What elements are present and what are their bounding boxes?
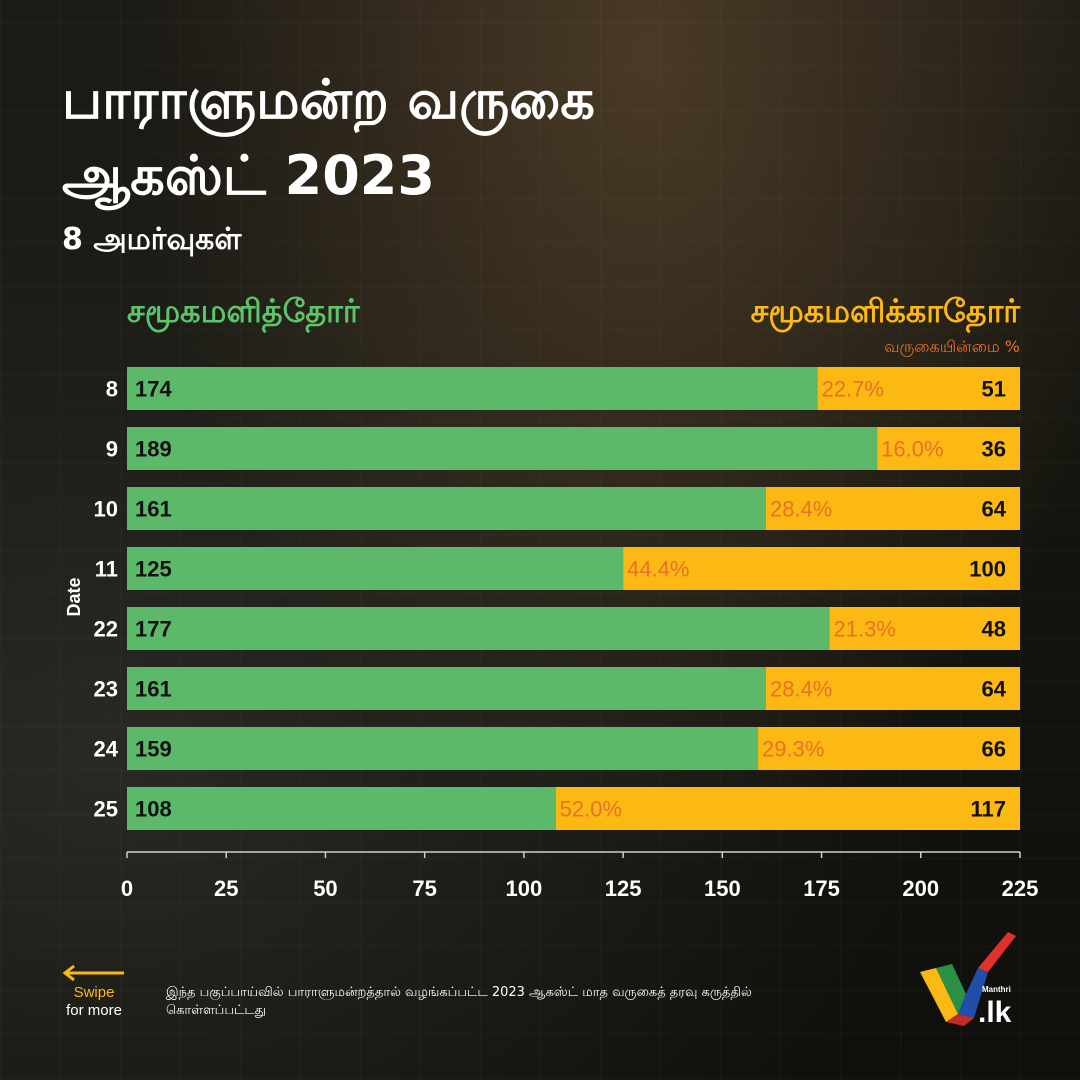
- percent-label: 28.4%: [770, 677, 832, 702]
- manthri-logo: Manthri .lk: [920, 932, 1016, 1028]
- legend-absent: சமூகமளிக்காதோர்: [750, 292, 1020, 330]
- value-label-absent: 64: [982, 677, 1007, 702]
- value-label-present: 161: [135, 677, 172, 702]
- swipe-label: Swipe: [73, 984, 115, 1001]
- percent-label: 21.3%: [833, 617, 895, 642]
- value-label-present: 159: [135, 737, 172, 762]
- value-label-absent: 48: [982, 617, 1006, 642]
- bar-present: [127, 787, 556, 830]
- bar-present: [127, 667, 766, 710]
- bar-present: [127, 547, 624, 590]
- percent-label: 16.0%: [881, 437, 943, 462]
- bar-absent: [765, 667, 1020, 710]
- x-tick-label: 225: [1002, 876, 1039, 901]
- y-axis-label: Date: [64, 577, 84, 616]
- value-label-absent: 64: [982, 497, 1007, 522]
- category-label: 10: [94, 497, 118, 522]
- value-label-present: 125: [135, 557, 172, 582]
- x-tick-label: 0: [121, 876, 133, 901]
- category-label: 8: [106, 377, 118, 402]
- bar-absent: [765, 487, 1020, 530]
- value-label-absent: 117: [971, 797, 1007, 822]
- x-tick-label: 150: [704, 876, 741, 901]
- value-label-present: 189: [135, 437, 172, 462]
- footnote: இந்த பகுப்பாய்வில் பாராளுமன்றத்தால் வழங்…: [166, 985, 752, 1018]
- value-label-absent: 51: [982, 377, 1006, 402]
- category-label: 25: [94, 797, 118, 822]
- bar-present: [127, 727, 759, 770]
- bar-absent: [817, 367, 1020, 410]
- value-label-present: 174: [135, 377, 172, 402]
- value-label-present: 177: [135, 617, 172, 642]
- x-tick-label: 100: [506, 876, 543, 901]
- percent-label: 44.4%: [627, 557, 689, 582]
- percent-label: 28.4%: [770, 497, 832, 522]
- bar-absent: [877, 427, 1020, 470]
- bar-absent: [829, 607, 1020, 650]
- swipe-sub-label: for more: [66, 1002, 122, 1019]
- x-tick-label: 200: [902, 876, 939, 901]
- value-label-present: 161: [135, 497, 172, 522]
- category-label: 22: [94, 617, 118, 642]
- category-label: 9: [106, 437, 118, 462]
- logo-small-text: Manthri: [982, 985, 1011, 994]
- bar-present: [127, 427, 878, 470]
- x-tick-label: 25: [214, 876, 238, 901]
- bar-absent: [555, 787, 1020, 830]
- percent-label: 52.0%: [560, 797, 622, 822]
- legend-absent-note: வருகையின்மை %: [884, 337, 1020, 356]
- title-line-2: ஆகஸ்ட் 2023: [62, 144, 435, 207]
- value-label-present: 108: [135, 797, 172, 822]
- percent-label: 29.3%: [762, 737, 824, 762]
- swipe-hint[interactable]: Swipe for more: [62, 984, 126, 1020]
- category-label: 24: [94, 737, 119, 762]
- bar-present: [127, 487, 766, 530]
- bar-absent: [758, 727, 1020, 770]
- logo-main-text: .lk: [978, 996, 1012, 1028]
- value-label-absent: 100: [969, 557, 1006, 582]
- x-tick-label: 50: [313, 876, 337, 901]
- value-label-absent: 36: [982, 437, 1006, 462]
- subtitle: 8 அமர்வுகள்: [62, 222, 242, 257]
- x-tick-label: 175: [803, 876, 840, 901]
- value-label-absent: 66: [982, 737, 1006, 762]
- legend-present: சமூகமளித்தோர்: [127, 292, 360, 330]
- x-tick-label: 125: [605, 876, 642, 901]
- bar-present: [127, 607, 830, 650]
- title-line-1: பாராளுமன்ற வருகை: [62, 68, 595, 131]
- bar-present: [127, 367, 818, 410]
- page-title: பாராளுமன்ற வருகை ஆகஸ்ட் 2023: [62, 62, 962, 214]
- x-tick-label: 75: [412, 876, 436, 901]
- category-label: 23: [94, 677, 118, 702]
- bar-absent: [623, 547, 1020, 590]
- category-label: 11: [95, 557, 118, 582]
- percent-label: 22.7%: [822, 377, 884, 402]
- arrow-left-icon[interactable]: [62, 964, 124, 982]
